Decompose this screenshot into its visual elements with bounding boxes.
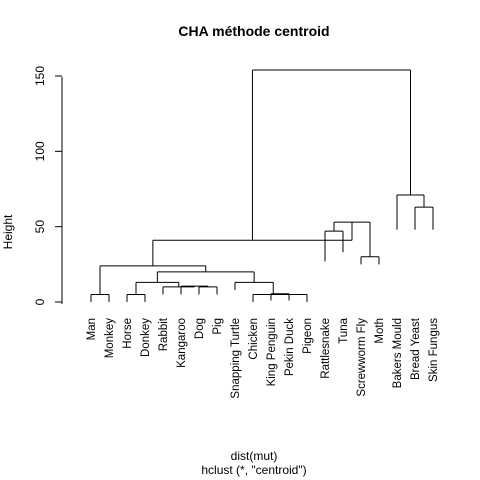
- leaf-label: Pig: [212, 318, 224, 335]
- leaf-label: Dog: [194, 318, 206, 339]
- leaf-label: Skin Fungus: [428, 318, 440, 382]
- leaf-label: Man: [86, 318, 98, 340]
- leaf-label: Bread Yeast: [410, 317, 422, 380]
- y-tick-label: 100: [33, 141, 47, 161]
- dendrogram-branches: [90, 69, 434, 302]
- leaf-label: Pigeon: [302, 318, 314, 354]
- y-tick-label: 0: [33, 298, 47, 305]
- x-axis-label: dist(mut): [231, 449, 278, 463]
- leaf-label: Bakers Mould: [392, 318, 404, 388]
- leaf-label: Chicken: [248, 318, 260, 360]
- leaf-label: Moth: [374, 318, 386, 344]
- y-axis-label: Height: [1, 214, 15, 249]
- method-sublabel: hclust (*, "centroid"): [201, 463, 306, 477]
- leaf-label: King Penguin: [266, 318, 278, 386]
- leaf-labels: Man Monkey Horse Donkey Rabbit Kangaroo Dog Pig…: [86, 317, 440, 398]
- leaf-label: Tuna: [338, 317, 350, 343]
- y-tick-label: 150: [33, 66, 47, 86]
- leaf-label: Rabbit: [158, 317, 170, 351]
- leaf-label: Screwworm Fly: [356, 318, 368, 397]
- leaf-label: Donkey: [140, 318, 152, 357]
- leaf-label: Pekin Duck: [284, 318, 296, 376]
- leaf-label: Rattlesnake: [320, 318, 332, 379]
- leaf-label: Kangaroo: [176, 318, 188, 368]
- leaf-label: Snapping Turtle: [230, 318, 242, 399]
- y-tick-label: 50: [33, 220, 47, 234]
- leaf-label: Monkey: [104, 318, 116, 359]
- chart-title: CHA méthode centroid: [178, 23, 329, 39]
- leaf-label: Horse: [122, 318, 134, 349]
- y-ticks: 0 50 100 150: [33, 66, 62, 305]
